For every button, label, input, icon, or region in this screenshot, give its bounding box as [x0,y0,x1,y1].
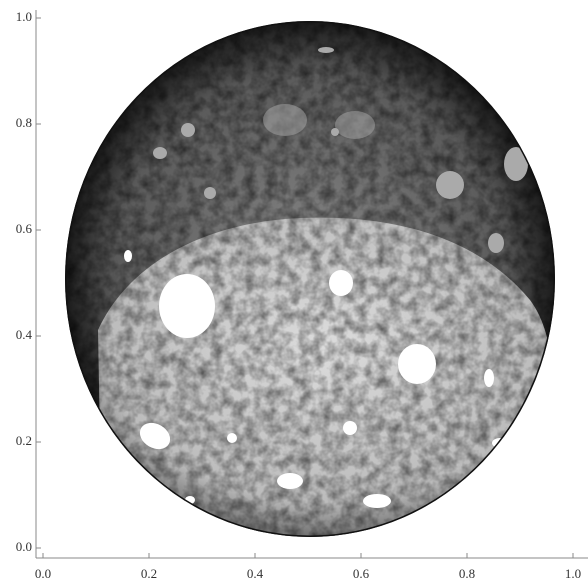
y-tick-label: 0.4 [16,327,33,342]
sphere [60,18,560,543]
x-tick-label: 0.8 [459,566,475,581]
x-tick-label: 1.0 [565,566,581,581]
x-tick-label: 0.4 [247,566,264,581]
y-tick-label: 0.0 [16,539,32,554]
y-tick-label: 0.8 [16,115,32,130]
y-tick-label: 1.0 [16,9,32,24]
x-tick-label: 0.6 [353,566,370,581]
y-tick-label: 0.2 [16,433,32,448]
chart: 0.0 0.2 0.4 0.6 0.8 1.0 0.0 0.2 0.4 0.6 0.8 1.0 [0,0,588,588]
x-tick-label: 0.0 [35,566,51,581]
x-tick-label: 0.2 [141,566,157,581]
y-tick-label: 0.6 [16,221,33,236]
